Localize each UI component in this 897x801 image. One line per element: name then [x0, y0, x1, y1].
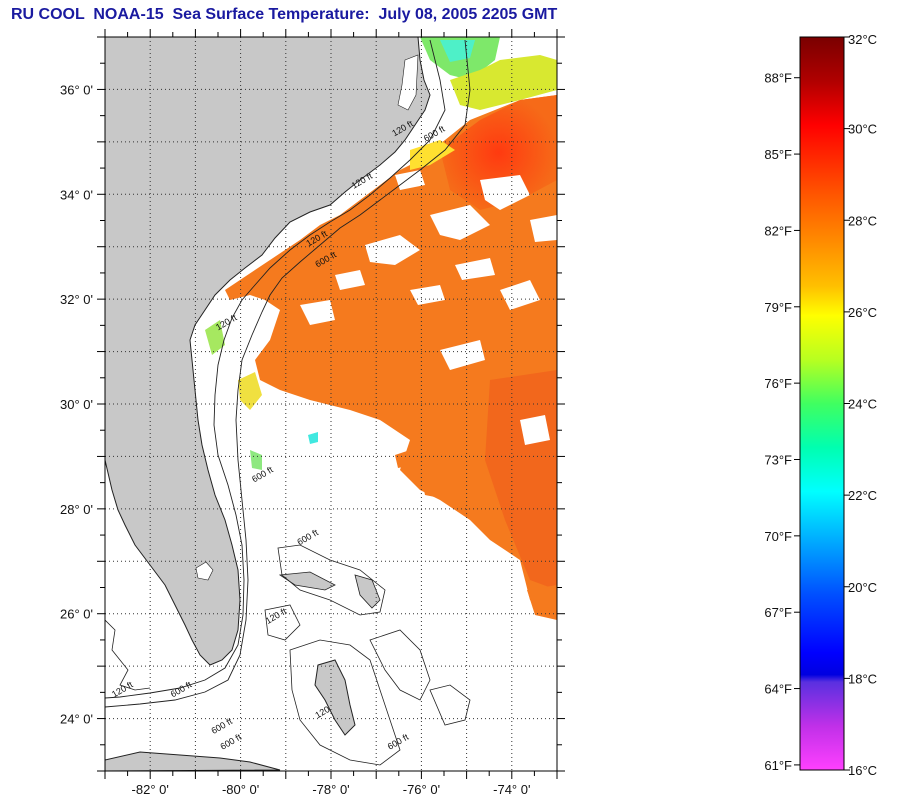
lon-tick-label: -80° 0' [222, 782, 259, 797]
sst-green-sc [205, 320, 225, 355]
land-andros [314, 659, 356, 736]
lon-tick-label: -74° 0' [493, 782, 530, 797]
celsius-tick-label: 22°C [848, 488, 877, 503]
colorbar [799, 36, 845, 771]
sst-cool-patch-north-2 [450, 55, 557, 110]
lat-tick-label: 30° 0' [60, 397, 93, 412]
sst-warm-core [440, 95, 557, 210]
fahrenheit-tick-label: 61°F [764, 758, 792, 773]
lon-tick-label: -82° 0' [132, 782, 169, 797]
lat-tick-label: 28° 0' [60, 502, 93, 517]
lon-tick-label: -76° 0' [403, 782, 440, 797]
fahrenheit-tick-label: 70°F [764, 529, 792, 544]
lake-okeechobee [195, 561, 214, 581]
lat-tick-label: 36° 0' [60, 82, 93, 97]
sst-blob-3 [527, 585, 557, 620]
sst-cyan-fl [308, 432, 318, 444]
celsius-tick-label: 18°C [848, 671, 877, 686]
map-ticks: 36° 0' 34° 0' 32° 0' 30° 0' 28° 0' 26° 0' 24° … [60, 29, 565, 797]
lon-tick-label: -78° 0' [312, 782, 349, 797]
sst-blob-2 [395, 450, 412, 468]
fahrenheit-tick-label: 82°F [764, 223, 792, 238]
fahrenheit-tick-label: 73°F [764, 452, 792, 467]
sst-yellow-ga [238, 372, 262, 410]
shelf-contours [105, 39, 471, 708]
celsius-tick-label: 24°C [848, 397, 877, 412]
celsius-tick-label: 28°C [848, 213, 877, 228]
celsius-tick-label: 30°C [848, 122, 877, 137]
fahrenheit-tick-label: 67°F [764, 605, 792, 620]
lat-tick-label: 32° 0' [60, 292, 93, 307]
fahrenheit-tick-label: 76°F [764, 376, 792, 391]
fahrenheit-tick-label: 64°F [764, 682, 792, 697]
fahrenheit-tick-label: 88°F [764, 71, 792, 86]
page-title: RU COOL NOAA-15 Sea Surface Temperature:… [11, 6, 558, 23]
land-abaco [354, 574, 381, 609]
celsius-tick-label: 20°C [848, 580, 877, 595]
fahrenheit-tick-label: 79°F [764, 300, 792, 315]
colorbar-ticks: 32°C 30°C 28°C 26°C 24°C 22°C 20°C 18°C 16°C 88°F… [764, 32, 877, 778]
fahrenheit-tick-label: 85°F [764, 147, 792, 162]
celsius-tick-label: 26°C [848, 305, 877, 320]
lat-tick-label: 24° 0' [60, 712, 93, 727]
sst-blob-1 [420, 462, 460, 500]
map-grid [105, 37, 557, 771]
celsius-tick-label: 16°C [848, 763, 877, 778]
celsius-tick-label: 32°C [848, 32, 877, 47]
sst-yellow-coastal [410, 140, 455, 170]
lat-tick-label: 34° 0' [60, 187, 93, 202]
pamlico-sound [397, 54, 419, 111]
sst-green-fl [250, 450, 262, 470]
lat-tick-label: 26° 0' [60, 607, 93, 622]
keys-contour [105, 619, 151, 691]
